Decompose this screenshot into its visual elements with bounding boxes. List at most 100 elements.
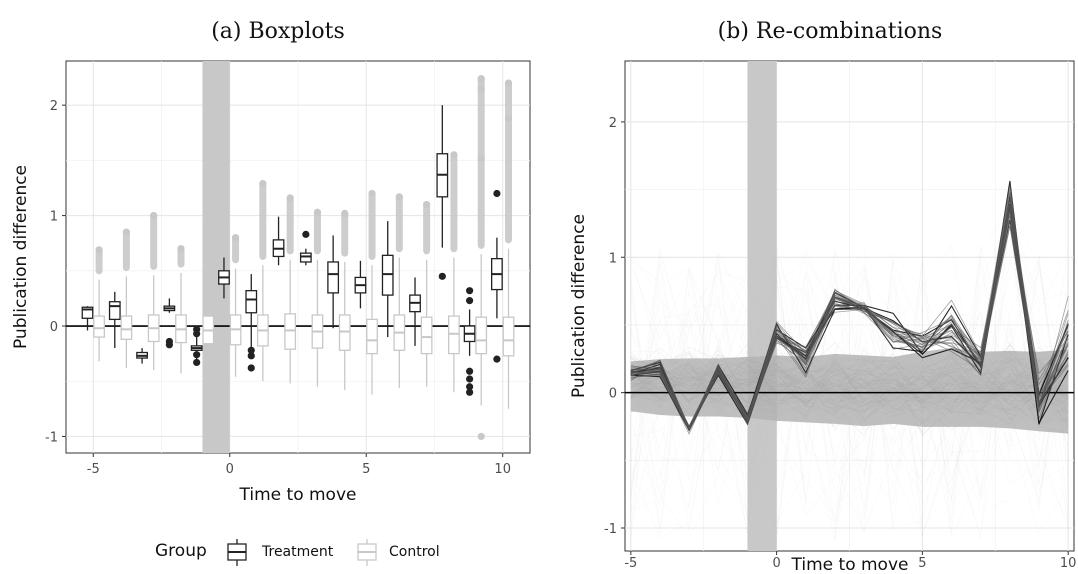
treatment-box — [409, 277, 421, 346]
treatment-outlier — [165, 341, 173, 349]
control-line-faint — [630, 269, 1069, 539]
control-line — [630, 356, 1069, 408]
control-line-faint — [630, 244, 1069, 524]
control-line-faint — [630, 252, 1069, 534]
y-tick-label: -1 — [45, 430, 58, 445]
treatment-box — [463, 287, 476, 396]
panel-b-title: (b) Re-combinations — [718, 19, 943, 44]
treatment-box — [81, 306, 94, 331]
control-line — [630, 342, 1069, 415]
control-box — [393, 193, 406, 388]
y-tick-label: 0 — [50, 320, 58, 335]
treatment-box — [218, 257, 230, 299]
x-tick-label: 10 — [1060, 556, 1077, 571]
control-line — [630, 348, 1069, 404]
treatment-outlier — [493, 355, 501, 363]
control-line — [630, 363, 1069, 421]
x-tick-label: 0 — [226, 462, 234, 477]
treatment-outlier — [438, 272, 446, 280]
control-box — [202, 216, 215, 386]
control-line — [630, 360, 1069, 406]
legend-key-treatment — [227, 539, 247, 566]
control-line — [630, 365, 1069, 408]
y-tick-label: 2 — [50, 99, 58, 114]
treatment-line — [630, 192, 1069, 429]
x-tick-label: -5 — [624, 556, 637, 571]
control-line-faint — [630, 248, 1069, 528]
treatment-box — [327, 235, 340, 329]
control-line — [630, 359, 1069, 413]
y-tick-label: 2 — [609, 116, 617, 131]
control-line — [630, 357, 1069, 427]
x-tick-label: 5 — [362, 462, 370, 477]
control-line — [630, 350, 1069, 416]
control-line — [630, 360, 1069, 403]
control-line — [630, 365, 1069, 425]
control-line-faint — [630, 207, 1069, 535]
control-box — [420, 200, 433, 387]
control-line — [630, 357, 1069, 412]
control-box — [229, 234, 242, 377]
control-line — [630, 362, 1069, 415]
control-line — [630, 344, 1069, 410]
treatment-box — [299, 230, 312, 266]
control-line — [630, 341, 1069, 415]
treatment-outlier — [247, 346, 255, 354]
control-line — [630, 357, 1069, 420]
control-line-faint — [630, 221, 1069, 539]
control-line-faint — [630, 251, 1069, 498]
box — [284, 313, 297, 350]
control-line — [630, 352, 1069, 425]
treatment-box — [436, 105, 449, 280]
treatment-box — [491, 189, 503, 363]
control-line — [630, 367, 1069, 418]
panel-a-x-axis-label: Time to move — [239, 485, 357, 505]
control-line-faint — [630, 293, 1069, 539]
control-line — [630, 346, 1069, 425]
control-line — [630, 358, 1069, 437]
panel-a-title: (a) Boxplots — [211, 19, 345, 44]
control-line — [630, 361, 1069, 413]
control-box — [120, 228, 133, 368]
control-box — [284, 194, 297, 384]
x-tick-label: 10 — [494, 462, 511, 477]
treatment-box — [245, 274, 258, 372]
box — [108, 301, 121, 321]
control-line — [630, 353, 1069, 404]
control-line — [630, 361, 1069, 414]
box — [366, 318, 378, 355]
treatment-box — [354, 260, 367, 309]
control-box — [338, 209, 351, 391]
control-line — [630, 349, 1069, 421]
control-line — [630, 350, 1069, 411]
box — [299, 252, 312, 263]
control-line-faint — [630, 221, 1069, 540]
box — [475, 316, 488, 355]
control-line-faint — [630, 223, 1069, 511]
panel-b-shaded-band — [747, 61, 777, 551]
box — [420, 316, 433, 355]
legend-label-treatment: Treatment — [261, 544, 334, 560]
x-tick-label: 5 — [918, 556, 926, 571]
control-line — [630, 364, 1069, 437]
legend-title: Group — [155, 541, 207, 561]
panel-b-y-axis-label: Publication difference — [569, 214, 589, 398]
treatment-outlier — [193, 330, 201, 338]
treatment-box — [108, 291, 121, 349]
control-line — [630, 353, 1069, 408]
control-line — [630, 348, 1069, 415]
treatment-outlier — [247, 352, 255, 360]
treatment-box — [190, 325, 203, 367]
control-line-faint — [630, 258, 1069, 532]
box — [381, 254, 394, 296]
treatment-outlier — [466, 375, 474, 383]
control-line — [630, 370, 1069, 418]
control-line-faint — [630, 245, 1069, 531]
control-line — [630, 348, 1069, 430]
control-line — [630, 359, 1069, 420]
control-line-faint — [630, 214, 1069, 494]
y-tick-label: 1 — [50, 210, 58, 225]
legend: Group Treatment Control — [155, 539, 440, 566]
control-box — [311, 208, 324, 387]
